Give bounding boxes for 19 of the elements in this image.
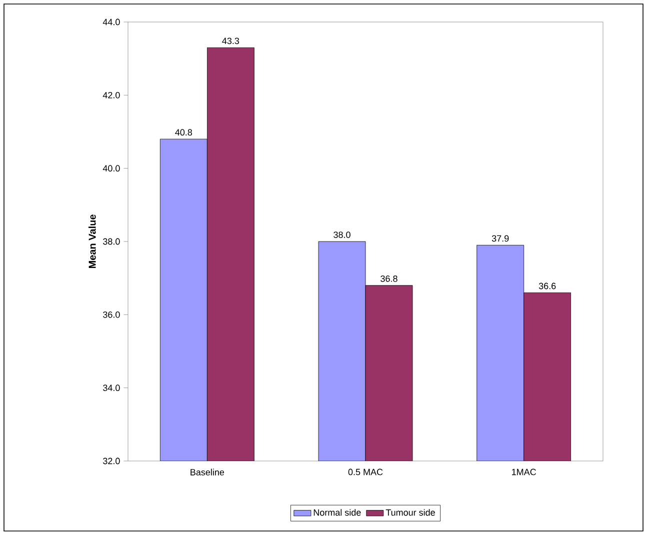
y-tick-label: 42.0 xyxy=(102,92,120,98)
x-tick-label: 1MAC xyxy=(512,468,536,476)
y-tick-label: 38.0 xyxy=(103,238,120,245)
data-label: 36.6 xyxy=(538,282,556,290)
y-axis-title: Mean Value xyxy=(88,214,96,268)
data-label: 36.8 xyxy=(380,275,398,282)
data-label: 43.3 xyxy=(222,38,240,44)
y-tick-label: 34.0 xyxy=(103,384,120,392)
y-tick-label: 32.0 xyxy=(103,458,120,464)
data-label: 38.0 xyxy=(334,232,350,238)
y-tick-label: 44.0 xyxy=(102,18,120,26)
legend-label: Tumour side xyxy=(386,509,435,516)
y-tick-label: 40.0 xyxy=(102,165,120,172)
x-tick-label: 0.5 MAC xyxy=(348,468,383,476)
y-tick-label: 36.0 xyxy=(103,311,120,318)
x-tick-label: Baseline xyxy=(190,468,224,476)
legend-label: Normal side xyxy=(314,509,361,516)
data-label: 40.8 xyxy=(175,129,192,136)
data-label: 37.9 xyxy=(492,235,509,242)
